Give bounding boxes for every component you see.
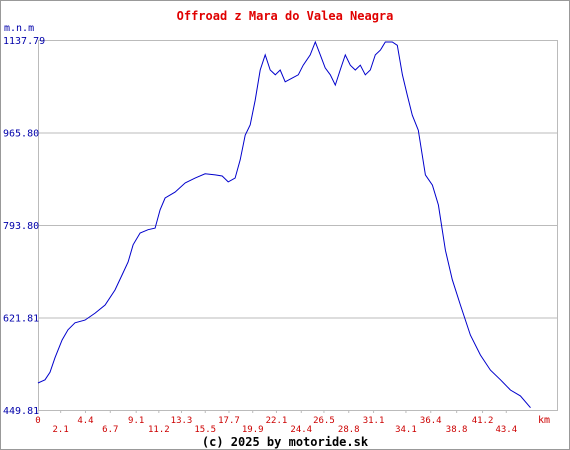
x-tick-label: 31.1 [363, 416, 385, 426]
x-tick-label: 41.2 [472, 416, 494, 426]
x-tick-label: 4.4 [77, 416, 93, 426]
x-tick-label: 38.8 [446, 425, 468, 435]
x-tick-label: 6.7 [102, 425, 118, 435]
x-tick-label: 13.3 [171, 416, 193, 426]
x-tick-label: 26.5 [313, 416, 335, 426]
x-axis-label: km [538, 415, 550, 426]
x-tick-label: 24.4 [290, 425, 312, 435]
x-tick-label: 9.1 [128, 416, 144, 426]
x-tick-label: 19.9 [242, 425, 264, 435]
x-tick-label: 0 [35, 416, 40, 426]
x-tick-label: 11.2 [148, 425, 170, 435]
chart-title: Offroad z Mara do Valea Neagra [177, 9, 394, 23]
y-tick-label: 449.81 [3, 406, 39, 417]
x-tick-label: 43.4 [495, 425, 517, 435]
x-tick-label: 17.7 [218, 416, 240, 426]
x-tick-label: 2.1 [53, 425, 69, 435]
y-tick-label: 965.80 [3, 128, 39, 139]
y-tick-label: 793.80 [3, 221, 39, 232]
y-tick-label: 621.81 [3, 313, 39, 324]
y-tick-label: 1137.79 [3, 36, 45, 47]
y-axis-label: m.n.m [4, 23, 34, 34]
x-tick-label: 22.1 [266, 416, 288, 426]
x-tick-label: 36.4 [420, 416, 442, 426]
x-tick-label: 34.1 [395, 425, 417, 435]
x-tick-label: 28.8 [338, 425, 360, 435]
footer: (c) 2025 by motoride.sk [202, 435, 369, 449]
elevation-line [37, 40, 531, 409]
x-tick-label: 15.5 [194, 425, 216, 435]
